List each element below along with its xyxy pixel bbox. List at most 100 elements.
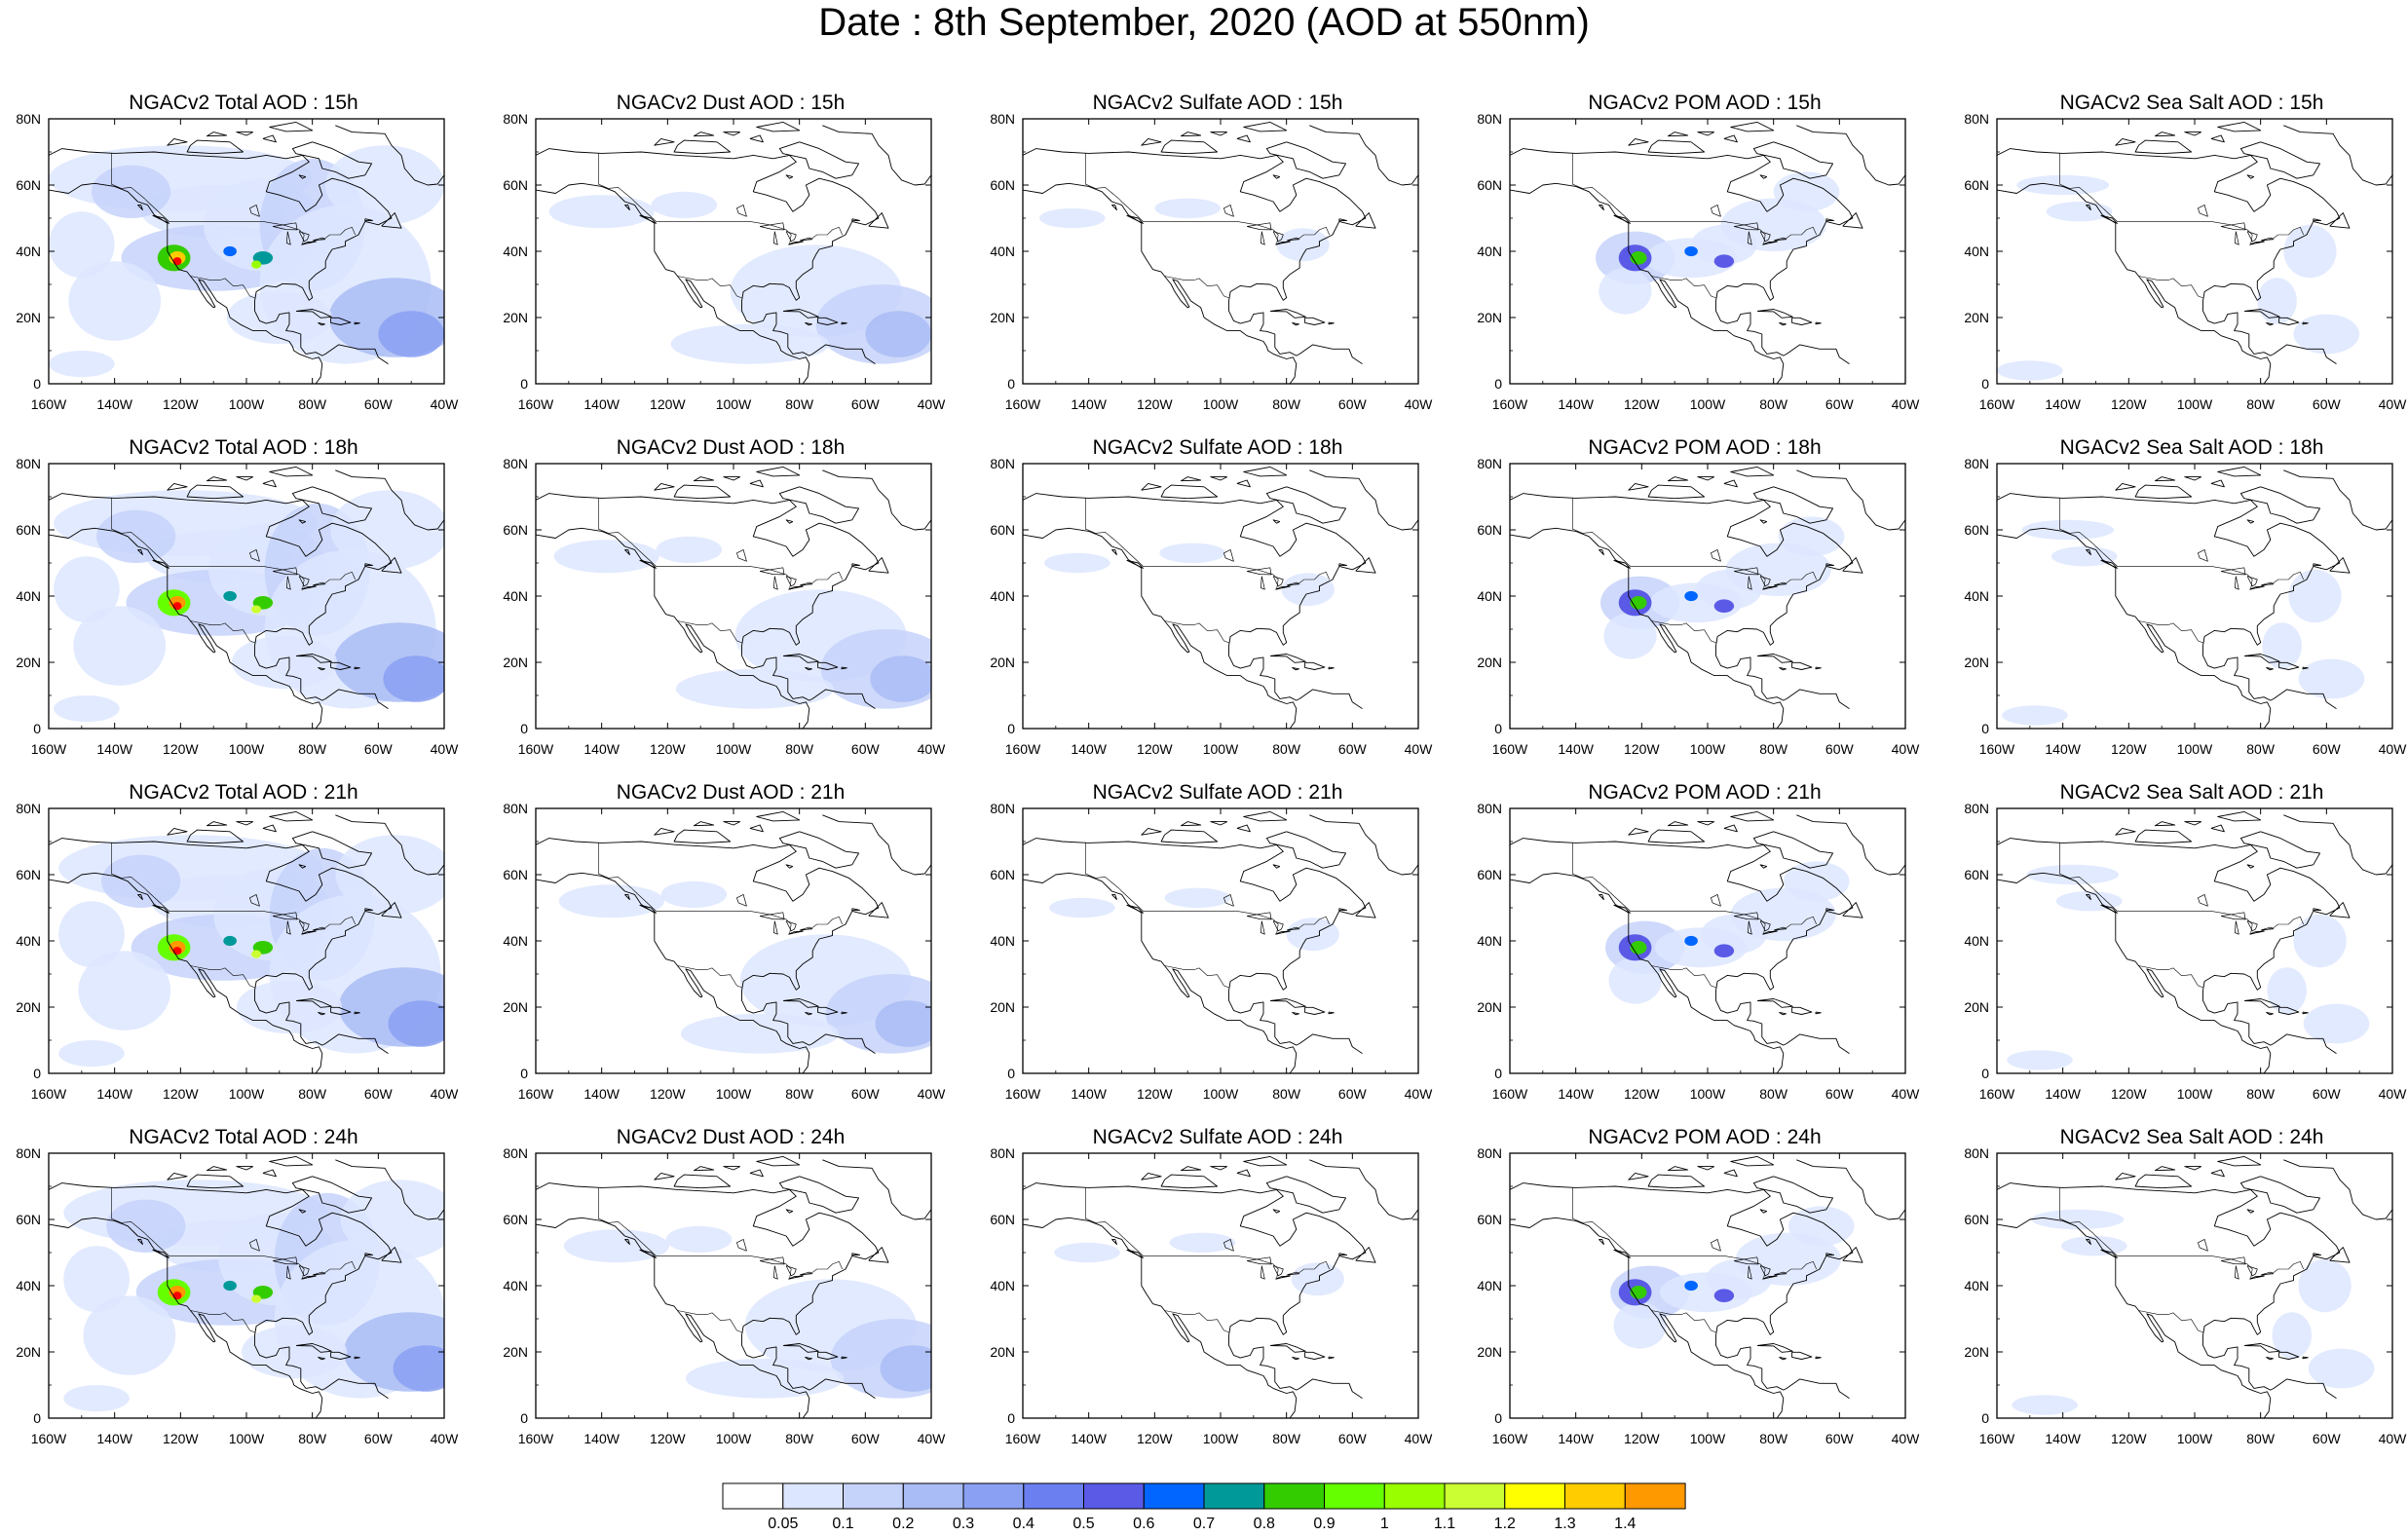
lat-tick-label: 0 — [1494, 376, 1502, 392]
lon-tick-label: 40W — [918, 1431, 947, 1445]
lat-tick-label: 0 — [520, 1066, 528, 1081]
aod-hotspot — [223, 935, 237, 947]
lat-tick-label: 60N — [1477, 522, 1502, 538]
figure-title: Date : 8th September, 2020 (AOD at 550nm… — [818, 1, 1590, 44]
aod-patch — [2262, 622, 2302, 669]
lon-tick-label: 120W — [1137, 741, 1173, 756]
aod-field — [1510, 464, 1905, 729]
lat-tick-label: 20N — [16, 310, 41, 325]
lat-tick-label: 40N — [1477, 588, 1502, 604]
lat-tick-label: 40N — [503, 588, 528, 604]
aod-patch — [2308, 1348, 2375, 1389]
panel-title: NGACv2 Sea Salt AOD : 24h — [2059, 1126, 2324, 1148]
lon-tick-label: 60W — [364, 396, 394, 411]
lat-tick-label: 40N — [16, 244, 41, 259]
lon-tick-label: 40W — [1405, 1431, 1434, 1445]
aod-field — [1023, 119, 1418, 384]
aod-patch — [63, 1385, 130, 1412]
colorbar-label: 0.1 — [832, 1516, 853, 1531]
lat-tick-label: 0 — [520, 1410, 528, 1426]
lon-tick-label: 160W — [1979, 1086, 2015, 1101]
lat-tick-label: 20N — [1964, 999, 1989, 1015]
lat-tick-label: 60N — [16, 867, 41, 882]
lat-tick-label: 40N — [1964, 933, 1989, 949]
colorbar-swatch — [1143, 1482, 1205, 1510]
aod-hotspot — [172, 602, 182, 611]
aod-patch — [1276, 228, 1330, 262]
lon-tick-label: 80W — [2246, 1431, 2276, 1445]
coastlines — [536, 121, 931, 384]
lat-tick-label: 40N — [16, 933, 41, 949]
lat-tick-label: 80N — [16, 801, 41, 816]
aod-patch — [388, 1000, 444, 1047]
aod-patch — [58, 901, 125, 968]
lat-tick-label: 60N — [503, 177, 528, 193]
aod-field — [536, 119, 931, 384]
lat-tick-label: 60N — [503, 522, 528, 538]
aod-patch — [656, 536, 723, 563]
lon-tick-label: 100W — [716, 741, 752, 756]
lon-tick-label: 80W — [1759, 741, 1788, 756]
lon-tick-label: 60W — [1825, 1431, 1855, 1445]
aod-hotspot — [251, 260, 262, 269]
coastlines — [1023, 1155, 1418, 1418]
colorbar-label: 1.3 — [1554, 1516, 1575, 1531]
lat-tick-label: 20N — [1964, 310, 1989, 325]
lon-tick-label: 140W — [96, 1086, 132, 1101]
aod-field — [536, 464, 931, 729]
lon-tick-label: 160W — [518, 1431, 554, 1445]
aod-hotspot — [172, 1292, 182, 1300]
aod-patch — [226, 290, 332, 345]
country-borders — [111, 498, 356, 644]
lon-tick-label: 100W — [229, 1431, 265, 1445]
aod-patch — [2257, 278, 2297, 324]
aod-patch — [1778, 516, 1845, 557]
aod-hotspot — [251, 1294, 262, 1303]
lon-tick-label: 140W — [96, 1431, 132, 1445]
aod-patch — [670, 323, 830, 364]
lon-tick-label: 160W — [1979, 396, 2015, 411]
aod-field — [49, 119, 444, 384]
lon-tick-label: 100W — [229, 1086, 265, 1101]
aod-patch — [2298, 1258, 2352, 1313]
colorbar-plot: 0.05 0.1 0.2 0.3 0.4 0.5 0.6 0.7 0.8 0.9 1 1.1 1.2 1.… — [722, 1482, 1686, 1532]
country-borders — [1572, 843, 1817, 989]
lat-tick-label: 40N — [16, 588, 41, 604]
lon-tick-label: 140W — [583, 1431, 620, 1445]
lon-tick-label: 40W — [2379, 1086, 2408, 1101]
lat-tick-label: 60N — [1964, 177, 1989, 193]
aod-patch — [2012, 1395, 2078, 1415]
aod-hotspot — [251, 605, 262, 614]
lat-tick-label: 0 — [1981, 1410, 1989, 1426]
aod-patch — [1286, 918, 1339, 952]
lat-tick-label: 40N — [1477, 244, 1502, 259]
lat-tick-label: 60N — [16, 177, 41, 193]
aod-patch — [1049, 897, 1115, 918]
aod-patch — [2272, 1312, 2313, 1359]
aod-hotspot — [223, 1280, 237, 1292]
lat-tick-label: 0 — [33, 1410, 41, 1426]
map-panel: NGACv2 Sulfate AOD : 24h 0 20N 40N 60N 80N 160… — [974, 1124, 1461, 1445]
aod-hotspot — [1713, 944, 1735, 957]
lon-tick-label: 40W — [1405, 1086, 1434, 1101]
lat-tick-label: 80N — [1964, 801, 1989, 816]
lon-tick-label: 60W — [851, 1086, 881, 1101]
lon-tick-label: 120W — [650, 1086, 686, 1101]
lat-tick-label: 20N — [1964, 1344, 1989, 1360]
coastlines — [1997, 1155, 2392, 1418]
lon-tick-label: 80W — [298, 1431, 327, 1445]
lat-tick-label: 20N — [990, 999, 1015, 1015]
colorbar-label: 1.1 — [1434, 1516, 1455, 1531]
aod-field — [1023, 464, 1418, 729]
aod-patch — [340, 1180, 444, 1259]
lat-tick-label: 40N — [1477, 933, 1502, 949]
lon-tick-label: 120W — [2111, 1431, 2147, 1445]
map-plot: 0 20N 40N 60N 80N 160W 140W 120W 100W 80W 60W 40W — [1964, 801, 2408, 1101]
lon-tick-label: 40W — [1892, 396, 1921, 411]
colorbar-label: 0.6 — [1133, 1516, 1154, 1531]
lon-tick-label: 40W — [1892, 1086, 1921, 1101]
country-borders — [598, 498, 843, 644]
panel-title: NGACv2 Dust AOD : 18h — [616, 436, 846, 459]
lon-tick-label: 120W — [1137, 1086, 1173, 1101]
lon-tick-label: 60W — [364, 741, 394, 756]
